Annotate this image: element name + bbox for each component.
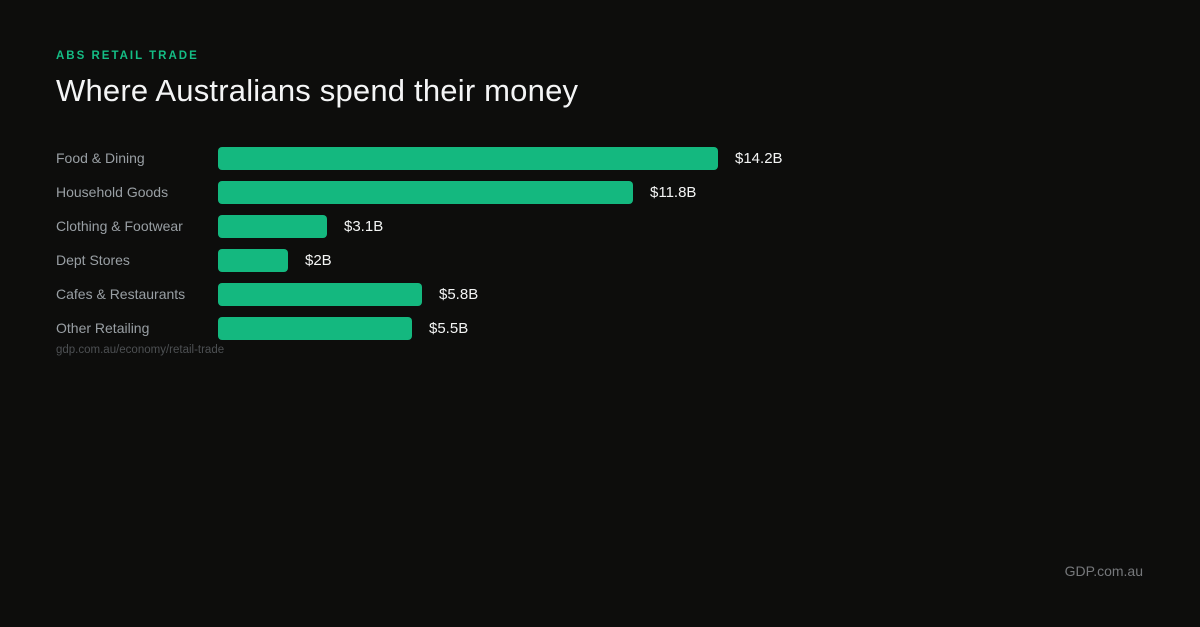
bar xyxy=(218,146,718,170)
brand-watermark: GDP.com.au xyxy=(1064,563,1143,579)
category-label: Other Retailing xyxy=(56,320,150,336)
category-label: Household Goods xyxy=(56,184,169,200)
bar xyxy=(218,214,327,238)
page-title: Where Australians spend their money xyxy=(56,73,579,108)
bar xyxy=(218,282,422,306)
bar xyxy=(218,316,412,340)
value-label: $14.2B xyxy=(735,149,783,167)
chart-row: Household Goods $11.8B xyxy=(56,175,1146,209)
value-label: $11.8B xyxy=(650,183,697,201)
bar-area: $11.8B xyxy=(218,180,1146,204)
bar xyxy=(218,180,633,204)
value-label: $2B xyxy=(305,251,332,269)
value-label: $3.1B xyxy=(344,217,384,235)
bar-area: $5.8B xyxy=(218,282,1146,306)
chart-row: Other Retailing $5.5B xyxy=(56,311,1146,345)
bar-area: $3.1B xyxy=(218,214,1146,238)
category-label: Clothing & Footwear xyxy=(56,218,183,234)
chart-row: Dept Stores $2B xyxy=(56,243,1146,277)
bar-area: $2B xyxy=(218,248,1146,272)
chart-row: Cafes & Restaurants $5.8B xyxy=(56,277,1146,311)
chart-row: Food & Dining $14.2B xyxy=(56,141,1146,175)
bar-chart: Food & Dining $14.2B Household Goods $11… xyxy=(56,141,1146,345)
bar-area: $14.2B xyxy=(218,146,1146,170)
bar-area: $5.5B xyxy=(218,316,1146,340)
chart-row: Clothing & Footwear $3.1B xyxy=(56,209,1146,243)
category-label: Cafes & Restaurants xyxy=(56,286,186,302)
source-url: gdp.com.au/economy/retail-trade xyxy=(56,344,225,356)
category-label: Food & Dining xyxy=(56,150,145,166)
chart-eyebrow: ABS RETAIL TRADE xyxy=(56,50,199,62)
value-label: $5.5B xyxy=(429,319,469,337)
value-label: $5.8B xyxy=(439,285,479,303)
category-label: Dept Stores xyxy=(56,252,130,268)
bar xyxy=(218,248,288,272)
